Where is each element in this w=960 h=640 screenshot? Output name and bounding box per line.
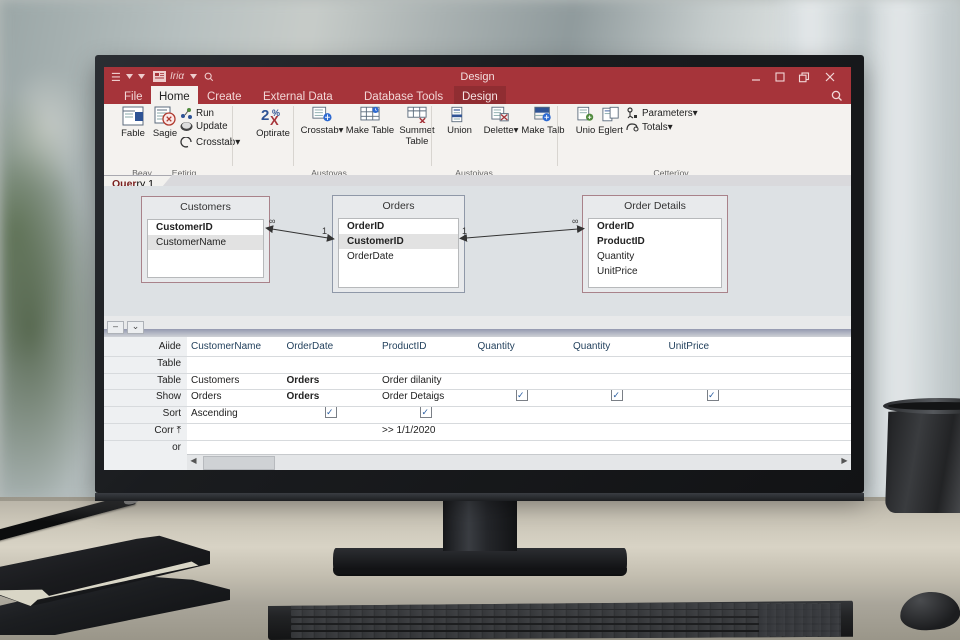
svg-text:1: 1: [322, 226, 327, 236]
svg-text:1: 1: [462, 226, 467, 236]
svg-text:X: X: [270, 113, 279, 126]
svg-text:∞: ∞: [572, 216, 578, 226]
svg-text:2: 2: [261, 107, 269, 124]
svg-text:∞: ∞: [269, 216, 275, 226]
